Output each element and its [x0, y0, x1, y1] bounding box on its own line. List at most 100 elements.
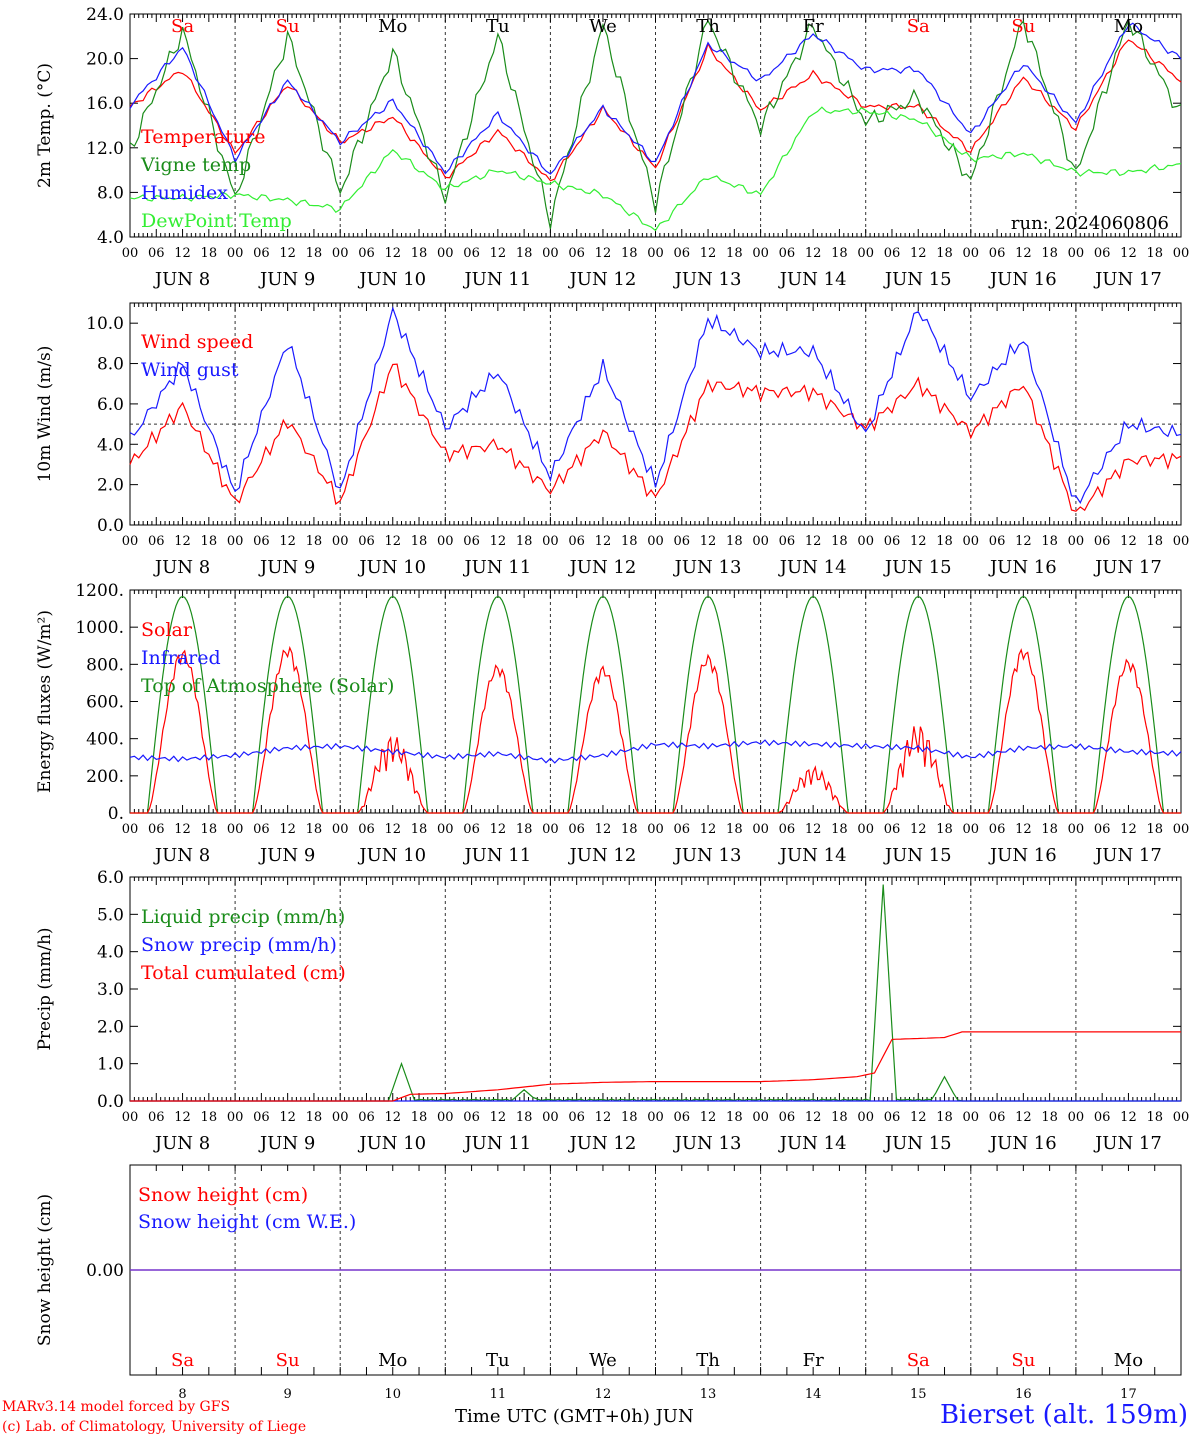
hour-tick-label: 18 [1146, 822, 1163, 837]
hour-tick-label: 00 [647, 246, 664, 261]
hour-tick-label: 18 [516, 1110, 533, 1125]
hour-tick-label: 12 [595, 246, 612, 261]
series-wind-gust [129, 306, 1182, 504]
y-tick-label: 0. [108, 804, 124, 824]
date-number: 10 [384, 1387, 401, 1402]
hour-tick-label: 18 [621, 822, 638, 837]
hour-tick-label: 00 [437, 822, 454, 837]
y-tick-label: 1200. [75, 581, 124, 601]
hour-tick-label: 18 [411, 1110, 428, 1125]
y-tick-label: 4.0 [97, 228, 124, 248]
hour-tick-label: 12 [1120, 534, 1137, 549]
hour-tick-label: 00 [857, 1110, 874, 1125]
hour-tick-label: 06 [674, 1110, 691, 1125]
hour-tick-label: 00 [332, 534, 349, 549]
date-label: JUN 8 [153, 845, 210, 866]
y-tick-label: 600. [86, 693, 124, 713]
hour-tick-label: 00 [122, 822, 139, 837]
y-axis-label: Precip (mm/h) [35, 927, 55, 1050]
date-label: JUN 8 [153, 1133, 210, 1154]
hour-tick-label: 00 [752, 534, 769, 549]
hour-tick-label: 06 [1094, 534, 1111, 549]
credit-lab: (c) Lab. of Climatology, University of L… [2, 1419, 307, 1435]
weekday-label: Mo [1114, 1350, 1143, 1371]
hour-tick-label: 12 [595, 822, 612, 837]
date-label: JUN 15 [883, 269, 952, 290]
weekday-label: Sa [171, 1350, 194, 1371]
hour-tick-label: 00 [857, 534, 874, 549]
hour-tick-label: 18 [306, 822, 323, 837]
y-tick-label: 3.0 [97, 980, 124, 1000]
date-label: JUN 9 [258, 557, 315, 578]
hour-tick-label: 00 [1173, 534, 1190, 549]
hour-tick-label: 06 [148, 246, 165, 261]
y-tick-label: 2.0 [97, 1017, 124, 1037]
weekday-label: Su [1011, 1350, 1035, 1371]
y-tick-label: 20.0 [86, 50, 124, 70]
hour-tick-label: 06 [989, 1110, 1006, 1125]
date-label: JUN 16 [988, 557, 1057, 578]
hour-tick-label: 00 [647, 534, 664, 549]
hour-tick-label: 12 [910, 1110, 927, 1125]
hour-tick-label: 18 [1146, 246, 1163, 261]
hour-tick-label: 06 [358, 822, 375, 837]
weekday-label: Mo [1114, 16, 1143, 37]
hour-tick-label: 12 [490, 534, 507, 549]
hour-tick-label: 12 [174, 822, 191, 837]
legend-top-of-atmosphere-solar-: Top of Atmosphere (Solar) [141, 675, 394, 697]
date-label: JUN 12 [568, 845, 637, 866]
y-axis-label: 2m Temp. (°C) [35, 63, 55, 188]
series-temperature [129, 39, 1182, 182]
hour-tick-label: 12 [700, 534, 717, 549]
hour-tick-label: 18 [936, 822, 953, 837]
hour-tick-label: 06 [884, 534, 901, 549]
hour-tick-label: 00 [542, 1110, 559, 1125]
hour-tick-label: 06 [253, 1110, 270, 1125]
hour-tick-label: 12 [700, 246, 717, 261]
y-tick-label: 0.0 [97, 1092, 124, 1112]
hour-tick-label: 18 [621, 1110, 638, 1125]
hour-tick-label: 06 [253, 822, 270, 837]
hour-tick-label: 18 [516, 246, 533, 261]
y-axis-label: Energy fluxes (W/m²) [35, 610, 55, 793]
hour-tick-label: 06 [674, 822, 691, 837]
hour-tick-label: 12 [174, 534, 191, 549]
hour-tick-label: 06 [989, 822, 1006, 837]
weekday-label: We [589, 1350, 617, 1371]
hour-tick-label: 12 [279, 534, 296, 549]
hour-tick-label: 00 [752, 246, 769, 261]
hour-tick-label: 18 [1041, 246, 1058, 261]
date-label: JUN 9 [258, 1133, 315, 1154]
hour-tick-label: 12 [279, 246, 296, 261]
date-label: JUN 16 [988, 1133, 1057, 1154]
hour-tick-label: 12 [174, 246, 191, 261]
legend-snow-height-cm-w-e-: Snow height (cm W.E.) [138, 1211, 356, 1233]
hour-tick-label: 12 [174, 1110, 191, 1125]
hour-tick-label: 18 [201, 246, 218, 261]
weekday-label: Mo [378, 16, 407, 37]
date-label: JUN 14 [778, 557, 847, 578]
hour-tick-label: 18 [726, 822, 743, 837]
weekday-label: Su [1011, 16, 1035, 37]
hour-tick-label: 00 [542, 246, 559, 261]
y-tick-label: 5.0 [97, 905, 124, 925]
hour-tick-label: 06 [884, 822, 901, 837]
hour-tick-label: 00 [437, 246, 454, 261]
hour-tick-label: 00 [857, 822, 874, 837]
date-label: JUN 11 [462, 557, 531, 578]
hour-tick-label: 06 [568, 1110, 585, 1125]
y-tick-label: 24.0 [86, 5, 124, 25]
weekday-label: Su [276, 1350, 300, 1371]
hour-tick-label: 12 [805, 246, 822, 261]
hour-tick-label: 00 [1173, 1110, 1190, 1125]
hour-tick-label: 06 [884, 246, 901, 261]
hour-tick-label: 12 [384, 534, 401, 549]
date-label: JUN 9 [258, 845, 315, 866]
hour-tick-label: 06 [568, 822, 585, 837]
y-tick-label: 0.0 [97, 516, 124, 536]
date-number: 12 [595, 1387, 612, 1402]
hour-tick-label: 18 [726, 534, 743, 549]
hour-tick-label: 00 [437, 534, 454, 549]
date-label: JUN 15 [883, 557, 952, 578]
hour-tick-label: 18 [306, 534, 323, 549]
